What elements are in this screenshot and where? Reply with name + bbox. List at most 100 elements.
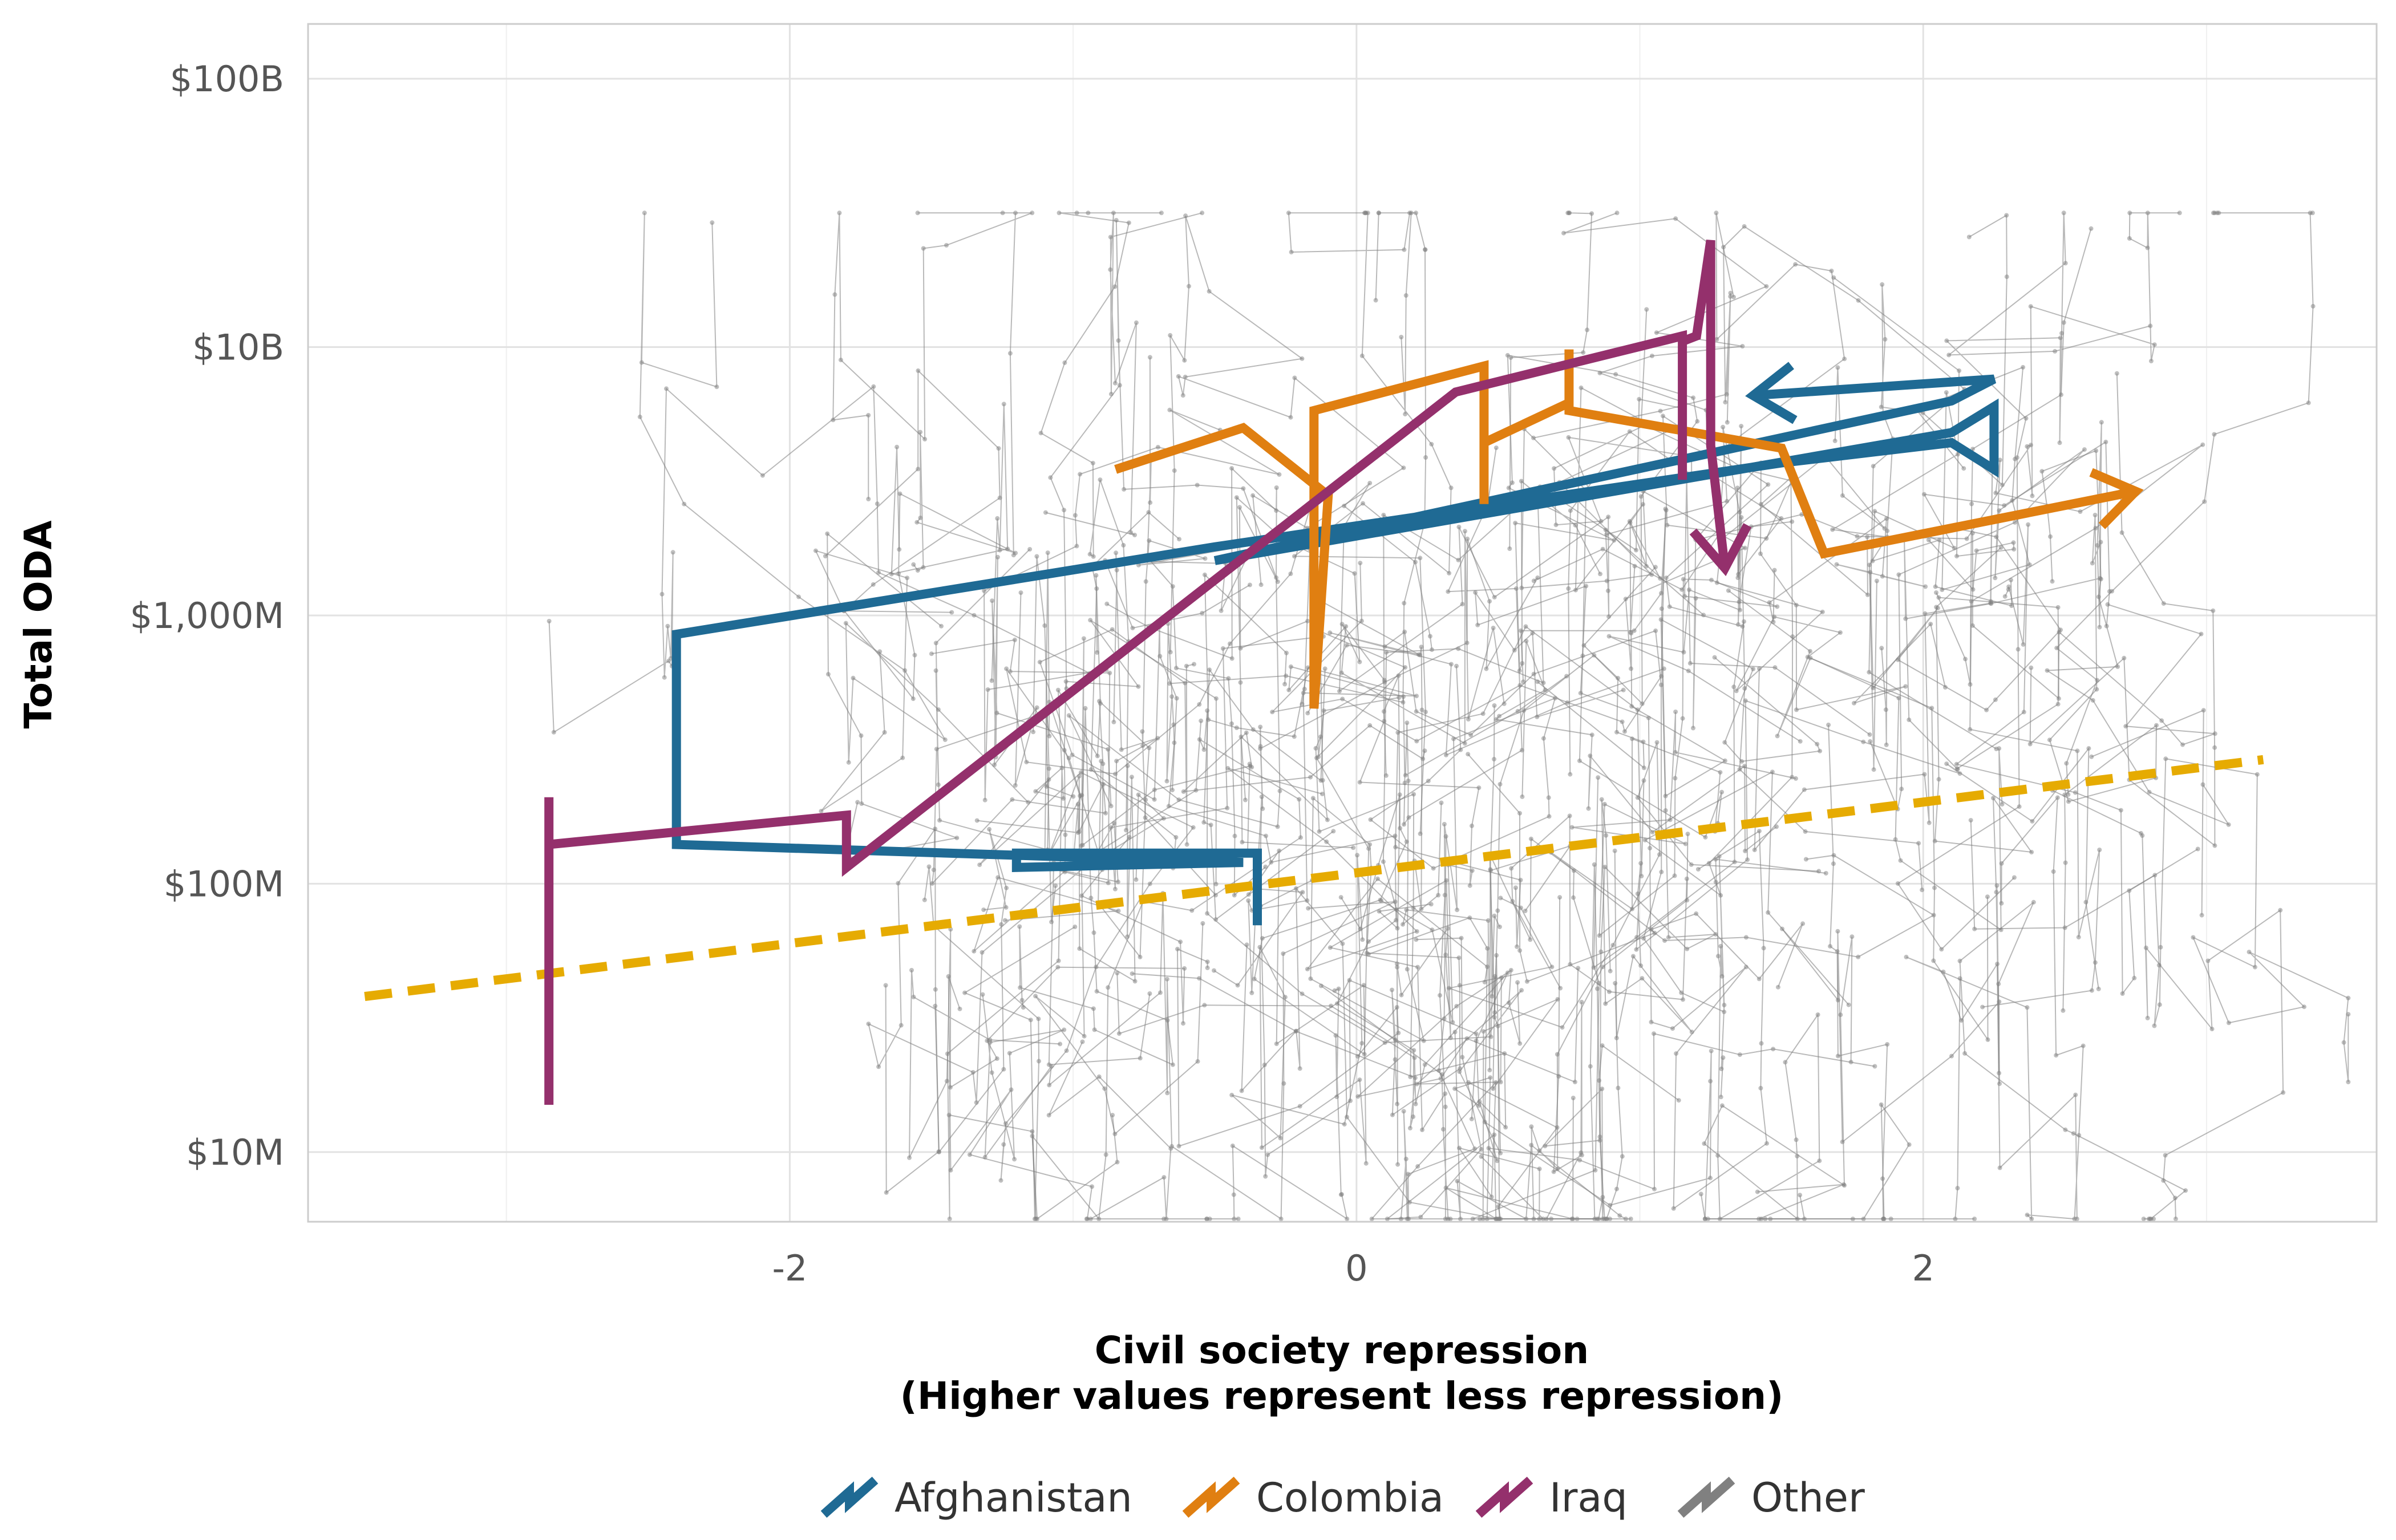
other-series-point xyxy=(1996,982,2001,987)
other-series-point xyxy=(1130,971,1135,976)
other-series-point xyxy=(1460,602,1465,607)
other-series-point xyxy=(1880,282,1885,287)
other-series-point xyxy=(2226,1020,2231,1026)
x-tick-label: -2 xyxy=(772,1247,807,1289)
other-series-point xyxy=(1047,733,1052,739)
other-series-point xyxy=(1281,951,1286,956)
other-series-point xyxy=(1838,1012,1843,1018)
other-series-line xyxy=(1355,968,1579,1098)
other-series-point xyxy=(1719,1103,1725,1108)
other-series-point xyxy=(1439,800,1444,805)
other-series-point xyxy=(981,907,986,913)
other-series-point xyxy=(1766,482,1771,487)
other-series-point xyxy=(637,414,642,419)
other-series-point xyxy=(1997,999,2002,1004)
other-series-point xyxy=(1398,826,1403,831)
other-series-point xyxy=(1466,752,1471,757)
other-series-point xyxy=(1503,1125,1508,1130)
other-series-point xyxy=(1954,761,1959,767)
other-series-point xyxy=(2346,1012,2351,1017)
other-series-point xyxy=(1289,250,1294,254)
other-series-point xyxy=(1249,765,1254,770)
other-series-point xyxy=(1622,729,1627,734)
other-series-point xyxy=(1861,739,1866,744)
other-series-point xyxy=(1904,954,1909,959)
other-series-point xyxy=(1603,1001,1608,1006)
other-series-point xyxy=(1641,739,1646,744)
other-series-point xyxy=(1401,465,1406,471)
other-series-point xyxy=(1046,1113,1051,1118)
other-series-point xyxy=(1313,745,1318,751)
other-series-point xyxy=(1616,1085,1621,1091)
other-series-point xyxy=(1238,646,1243,651)
other-series-point xyxy=(1635,891,1640,896)
other-series-point xyxy=(1944,338,1949,343)
other-series-point xyxy=(1376,210,1381,216)
other-series-point xyxy=(1428,902,1434,907)
other-series-point xyxy=(2055,795,2060,800)
other-series-point xyxy=(1367,842,1373,847)
other-series-point xyxy=(1247,582,1252,587)
other-series-point xyxy=(1310,796,1316,801)
other-series-point xyxy=(1106,881,1111,885)
other-series-point xyxy=(1654,740,1660,745)
other-series-point xyxy=(2172,1195,2178,1201)
other-series-point xyxy=(2090,698,2095,703)
other-series-point xyxy=(1610,943,1616,948)
other-series-point xyxy=(1443,1104,1448,1109)
other-series-point xyxy=(1320,792,1325,796)
other-series-point xyxy=(877,649,883,654)
other-series-point xyxy=(1759,1041,1764,1046)
other-series-point xyxy=(1367,481,1373,485)
other-series-point xyxy=(1455,907,1460,913)
other-series-point xyxy=(2061,210,2066,216)
other-series-point xyxy=(1517,948,1523,953)
other-series-point xyxy=(1403,665,1408,670)
other-series-point xyxy=(1815,1012,1820,1017)
other-series-point xyxy=(2054,1053,2059,1058)
other-series-point xyxy=(1944,761,1949,767)
other-series-point xyxy=(1140,743,1146,748)
other-series-point xyxy=(1000,210,1005,216)
other-series-point xyxy=(1903,616,1908,621)
other-series-point xyxy=(1724,392,1729,397)
other-series-point xyxy=(832,292,837,297)
other-series-point xyxy=(1359,353,1365,358)
other-series-point xyxy=(1567,813,1572,818)
other-series-point xyxy=(1577,758,1582,763)
y-tick-label: $10M xyxy=(186,1132,284,1173)
other-series-point xyxy=(1856,954,1861,959)
other-series-point xyxy=(1161,816,1166,821)
other-series-point xyxy=(1661,666,1666,671)
other-series-point xyxy=(1176,374,1181,379)
other-series-point xyxy=(2054,646,2059,651)
other-series-point xyxy=(1828,944,1832,949)
other-series-line xyxy=(1553,387,1693,775)
other-series-point xyxy=(1037,659,1042,664)
other-series-point xyxy=(1535,679,1540,684)
other-series-point xyxy=(1240,840,1245,845)
other-series-point xyxy=(912,653,917,658)
other-series-point xyxy=(1197,702,1202,707)
other-series-point xyxy=(1592,653,1597,658)
other-series-point xyxy=(1090,460,1095,465)
other-series-point xyxy=(1713,932,1718,937)
other-series-point xyxy=(1355,853,1360,858)
other-series-point xyxy=(897,491,902,496)
other-series-point xyxy=(1761,946,1766,951)
other-series-point xyxy=(1641,765,1646,771)
other-series-point xyxy=(1764,284,1769,289)
other-series-point xyxy=(1173,835,1179,840)
other-series-point xyxy=(1284,650,1289,655)
other-series-point xyxy=(1030,210,1035,216)
other-series-point xyxy=(866,497,871,501)
other-series-point xyxy=(1659,869,1664,874)
other-series-point xyxy=(1394,1005,1399,1010)
other-series-point xyxy=(1683,841,1688,846)
other-series-point xyxy=(1531,435,1536,440)
other-series-point xyxy=(1614,210,1620,216)
other-series-point xyxy=(1600,1043,1605,1048)
other-series-point xyxy=(2053,348,2058,354)
other-series-point xyxy=(1128,530,1134,535)
other-series-point xyxy=(1593,1168,1598,1173)
